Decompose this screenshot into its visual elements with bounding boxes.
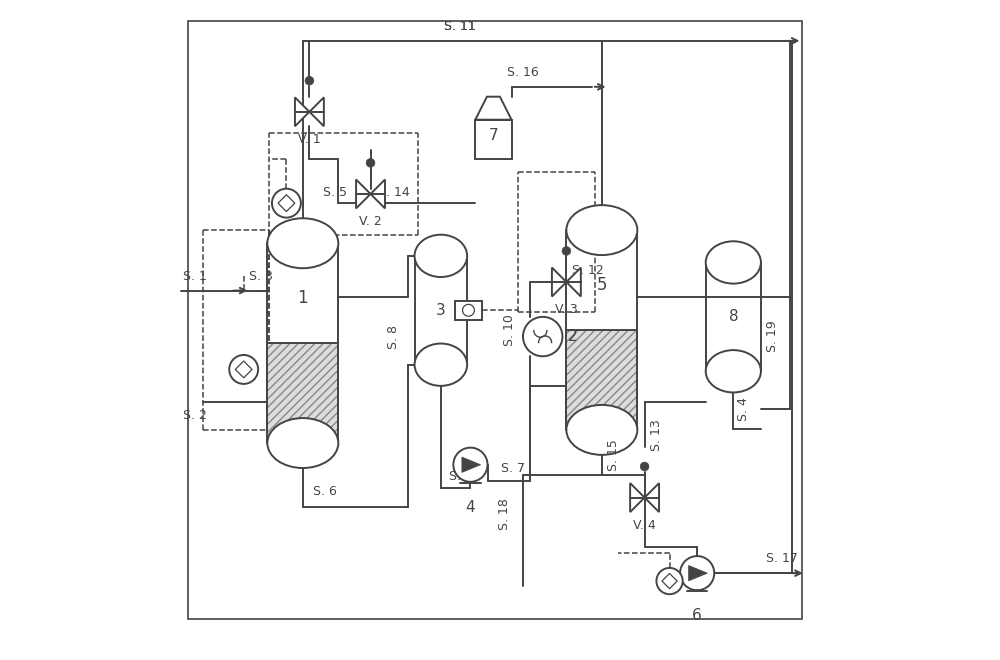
Text: V. 3: V. 3 [555,303,578,316]
Polygon shape [475,96,512,119]
Ellipse shape [566,205,637,255]
Text: S. 3: S. 3 [249,270,273,282]
Bar [566,330,637,420]
Polygon shape [356,180,371,209]
Polygon shape [295,97,309,126]
Text: S. 19: S. 19 [766,321,779,352]
Polygon shape [566,267,581,296]
Text: 8: 8 [729,310,738,324]
Ellipse shape [267,418,338,468]
Text: S. 17: S. 17 [766,552,798,565]
Text: S. 10: S. 10 [503,314,516,346]
Polygon shape [462,457,481,473]
Text: V. 2: V. 2 [359,215,382,228]
Text: V. 1: V. 1 [298,133,321,146]
Text: 5: 5 [597,276,607,294]
Polygon shape [552,267,566,296]
Text: 4: 4 [466,500,475,515]
Text: S. 5: S. 5 [323,185,347,199]
Polygon shape [371,180,385,209]
Polygon shape [689,566,707,581]
Circle shape [463,304,474,316]
Bar [267,343,338,433]
Text: 3: 3 [436,303,446,317]
Ellipse shape [415,235,467,277]
Bar [267,343,338,433]
Text: S. 6: S. 6 [313,484,337,498]
Polygon shape [235,361,252,378]
Text: S. 9: S. 9 [449,470,473,483]
Text: S. 13: S. 13 [650,419,663,451]
Circle shape [562,247,571,255]
Bar [455,301,482,319]
Circle shape [453,447,488,482]
Text: S. 16: S. 16 [507,66,538,79]
Text: S. 4: S. 4 [737,397,750,421]
Text: S. 15: S. 15 [607,439,620,471]
Ellipse shape [415,344,467,386]
Text: S. 11: S. 11 [444,20,476,33]
Text: 1: 1 [298,289,308,307]
Text: 6: 6 [692,609,702,624]
Text: S. 18: S. 18 [498,498,511,530]
Text: S. 1: S. 1 [183,270,207,282]
Bar [475,119,512,159]
Ellipse shape [706,350,761,393]
Text: S. 11: S. 11 [444,20,476,33]
Text: S. 2: S. 2 [183,409,207,422]
Circle shape [523,317,562,356]
Polygon shape [309,97,324,126]
Polygon shape [278,195,295,212]
Circle shape [366,158,375,167]
Circle shape [229,355,258,384]
Polygon shape [630,483,645,512]
Ellipse shape [267,218,338,268]
Circle shape [656,568,683,594]
Text: S. 14: S. 14 [378,185,410,199]
Circle shape [680,556,714,590]
Text: V. 4: V. 4 [633,519,656,531]
Polygon shape [645,483,659,512]
Text: 7: 7 [489,128,498,143]
Text: S. 8: S. 8 [387,325,400,348]
Text: S. 12: S. 12 [572,265,604,277]
Polygon shape [662,574,677,589]
Circle shape [272,189,301,218]
Text: S. 7: S. 7 [501,461,525,475]
Ellipse shape [706,242,761,284]
Circle shape [305,77,314,85]
Ellipse shape [566,405,637,455]
Text: 2: 2 [568,329,577,344]
Bar [566,330,637,420]
Circle shape [640,462,649,471]
